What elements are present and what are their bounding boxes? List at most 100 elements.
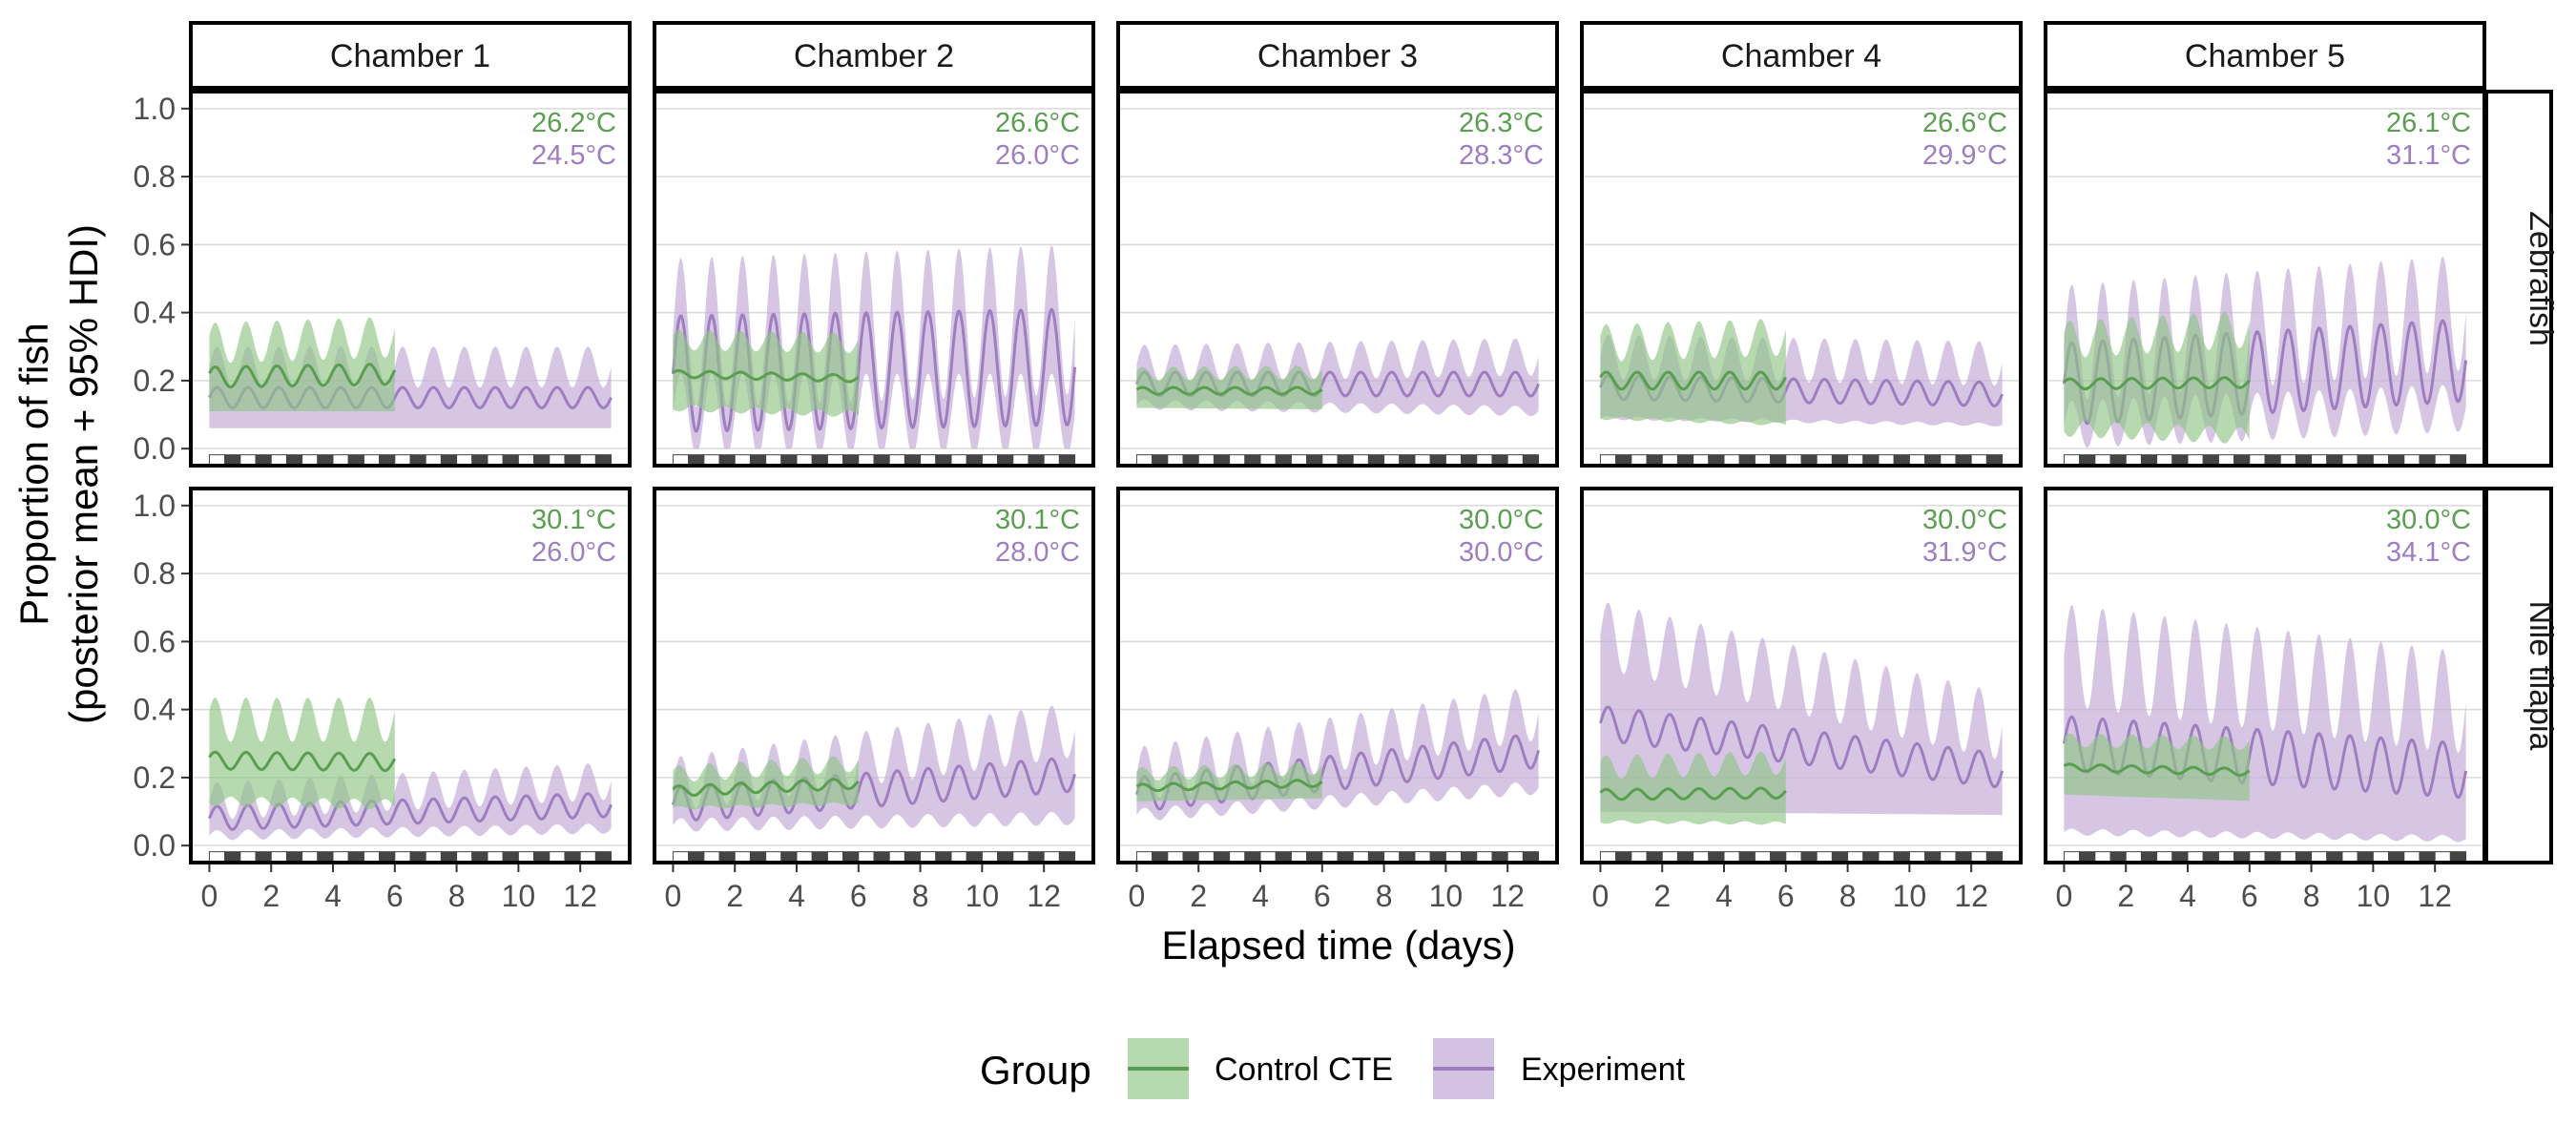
panel-border <box>1116 90 1559 468</box>
column-strip-label: Chamber 2 <box>794 38 954 74</box>
panel-border <box>653 487 1095 864</box>
control-mean-line <box>1135 385 1323 396</box>
control-mean-line <box>2063 376 2251 391</box>
control-temperature-label: 26.1°C <box>2386 108 2471 138</box>
x-tick-label: 0 <box>2056 879 2073 913</box>
control-hdi-ribbon <box>1136 365 1322 410</box>
panel-border <box>189 487 632 864</box>
experiment-temperature-label: 31.9°C <box>1922 537 2007 568</box>
experiment-temperature-label: 29.9°C <box>1922 140 2007 171</box>
control-hdi-ribbon <box>209 317 395 411</box>
x-tick-label: 10 <box>1893 879 1927 913</box>
x-tick-label: 10 <box>1429 879 1464 913</box>
column-strip-label: Chamber 5 <box>2185 38 2345 74</box>
control-temperature-label: 30.1°C <box>995 505 1080 535</box>
experiment-temperature-label: 28.3°C <box>1459 140 1544 171</box>
control-hdi-ribbon <box>2064 311 2250 444</box>
x-tick-label: 4 <box>1252 879 1269 913</box>
column-strip-2: Chamber 2 <box>653 21 1095 90</box>
y-tick-label: 0.2 <box>134 760 176 795</box>
experiment-temperature-label: 31.1°C <box>2386 140 2471 171</box>
legend-title: Group <box>980 1048 1091 1093</box>
x-tick-label: 10 <box>2357 879 2391 913</box>
control-temperature-label: 30.1°C <box>531 505 616 535</box>
control-temperature-label: 26.2°C <box>531 108 616 138</box>
x-tick-label: 8 <box>2303 879 2320 913</box>
x-tick-label: 0 <box>1129 879 1146 913</box>
row-strip-label: Nile tilapia <box>2523 601 2559 751</box>
x-tick-label: 12 <box>1490 879 1525 913</box>
x-tick-label: 12 <box>563 879 597 913</box>
x-tick-label: 0 <box>1592 879 1610 913</box>
panels-layer: Chamber 1 Chamber 2 Chamber 3 Chamber 4 Cham… <box>134 21 2559 913</box>
x-tick-label: 8 <box>448 879 466 913</box>
column-strip-box <box>1116 21 1559 90</box>
y-tick-label: 1.0 <box>134 489 176 523</box>
panel-r1-c2: 26.6°C26.0°C <box>653 90 1095 468</box>
experiment-mean-line <box>671 307 1077 433</box>
x-tick-label: 4 <box>1715 879 1733 913</box>
x-tick-label: 4 <box>324 879 342 913</box>
control-temperature-label: 30.0°C <box>1459 505 1544 535</box>
legend-label-experiment: Experiment <box>1521 1051 1686 1088</box>
control-hdi-ribbon <box>209 697 395 809</box>
column-strip-box <box>1580 21 2023 90</box>
panel-border <box>2044 90 2486 468</box>
y-tick-label: 0.6 <box>134 227 176 261</box>
experiment-mean-line <box>2062 715 2468 800</box>
control-temperature-label: 26.6°C <box>995 108 1080 138</box>
control-mean-line <box>208 750 397 773</box>
x-tick-label: 0 <box>201 879 218 913</box>
panel-r2-c2: 30.1°C28.0°C <box>653 487 1095 864</box>
x-tick-label: 12 <box>2418 879 2452 913</box>
x-tick-label: 10 <box>966 879 1000 913</box>
panel-r2-c1: 30.1°C26.0°C <box>189 487 632 864</box>
control-mean-line <box>1599 370 1788 391</box>
legend: Group Control CTE Experiment <box>980 1038 1686 1099</box>
y-tick-label: 0.0 <box>134 431 176 466</box>
control-temperature-label: 26.3°C <box>1459 108 1544 138</box>
x-tick-label: 6 <box>386 879 404 913</box>
experiment-temperature-label: 24.5°C <box>531 140 616 171</box>
x-tick-label: 8 <box>912 879 929 913</box>
control-mean-line <box>1599 786 1787 802</box>
column-strip-box <box>2044 21 2486 90</box>
x-tick-label: 12 <box>1954 879 1988 913</box>
row-strip-2: Nile tilapia <box>2484 487 2559 864</box>
panel-border <box>653 90 1095 468</box>
x-tick-label: 6 <box>2241 879 2258 913</box>
y-tick-label: 0.0 <box>134 828 176 863</box>
panel-r2-c5: 30.0°C34.1°C <box>2044 487 2486 864</box>
x-axis-title: Elapsed time (days) <box>1161 923 1515 968</box>
control-mean-line <box>672 368 860 384</box>
y-tick-label: 1.0 <box>134 92 176 126</box>
column-strip-3: Chamber 3 <box>1116 21 1559 90</box>
y-axis-title-line-1: Proportion of fish <box>11 323 56 626</box>
experiment-temperature-label: 26.0°C <box>531 537 616 568</box>
panel-border <box>1580 90 2023 468</box>
panel-r2-c4: 30.0°C31.9°C <box>1580 487 2023 864</box>
x-tick-label: 8 <box>1376 879 1393 913</box>
control-hdi-ribbon <box>1136 761 1322 802</box>
x-tick-label: 12 <box>1027 879 1061 913</box>
control-hdi-ribbon <box>1600 319 1786 426</box>
x-tick-label: 8 <box>1839 879 1857 913</box>
column-strip-box <box>653 21 1095 90</box>
legend-label-control: Control CTE <box>1215 1051 1393 1088</box>
experiment-temperature-label: 34.1°C <box>2386 537 2471 568</box>
y-tick-label: 0.4 <box>134 693 176 727</box>
y-tick-label: 0.8 <box>134 159 176 194</box>
experiment-hdi-ribbon <box>2064 256 2466 448</box>
column-strip-box <box>189 21 632 90</box>
experiment-mean-line <box>1598 705 2005 789</box>
x-tick-label: 2 <box>1190 879 1207 913</box>
experiment-temperature-label: 30.0°C <box>1459 537 1544 568</box>
row-strip-box <box>2484 487 2553 864</box>
panel-r1-c5: 26.1°C31.1°C <box>2044 90 2486 468</box>
panel-border <box>1116 487 1559 864</box>
column-strip-4: Chamber 4 <box>1580 21 2023 90</box>
x-tick-label: 6 <box>1314 879 1331 913</box>
x-tick-label: 2 <box>726 879 743 913</box>
x-tick-label: 2 <box>2117 879 2134 913</box>
